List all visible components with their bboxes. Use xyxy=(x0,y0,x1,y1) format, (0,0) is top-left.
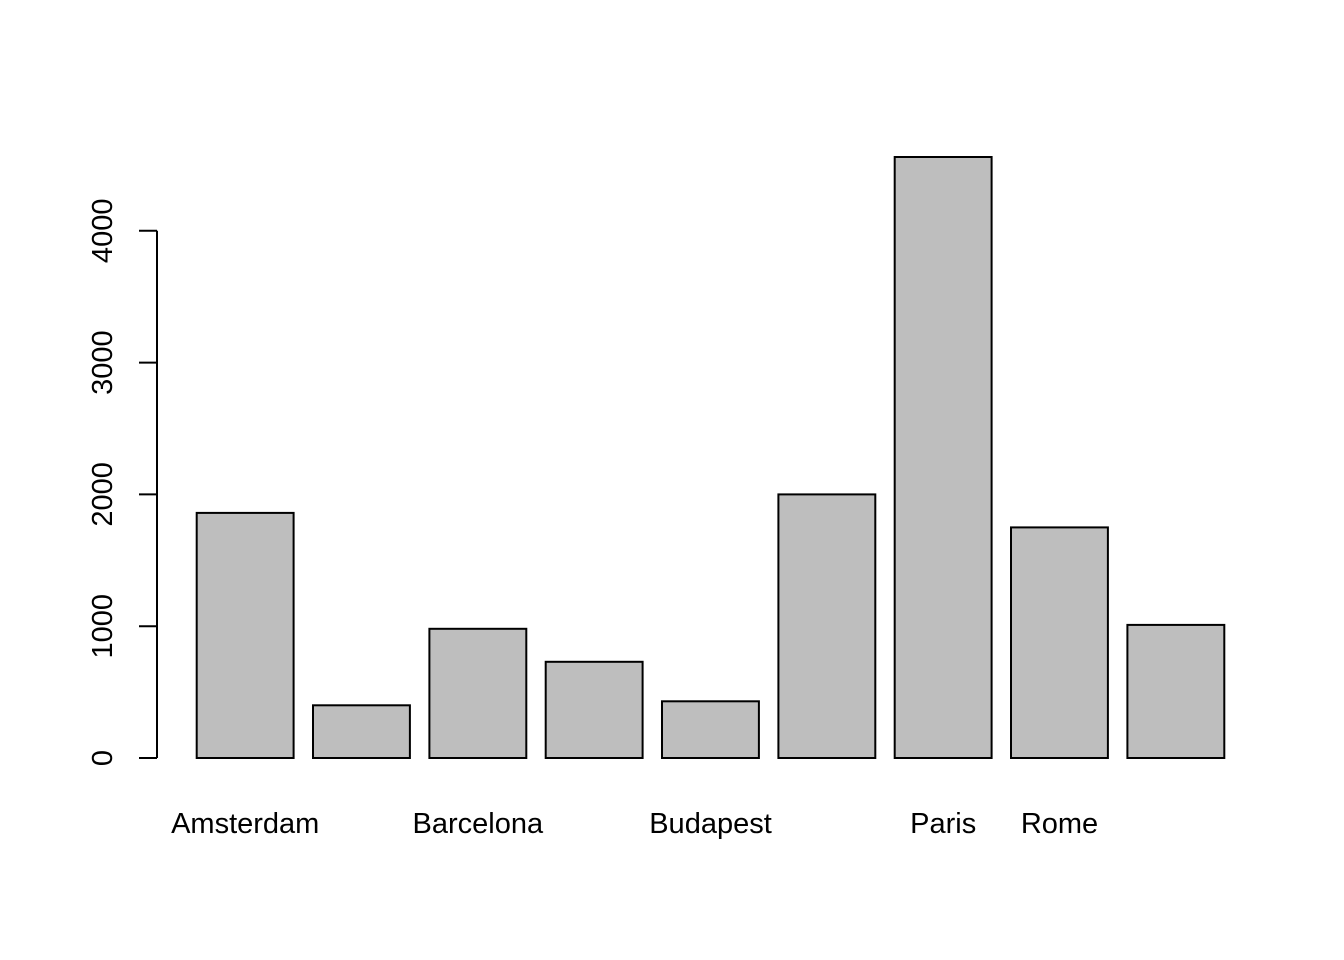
bar-1 xyxy=(312,704,411,759)
bar-3 xyxy=(544,660,644,759)
x-tick-label: Budapest xyxy=(649,808,772,840)
y-tick-label: 4000 xyxy=(87,199,119,264)
y-tick-label: 1000 xyxy=(87,594,119,659)
bar-0 xyxy=(195,511,295,760)
x-axis-labels: Amsterdam Barcelona Budapest Paris Rome xyxy=(171,808,1098,840)
y-axis: 0 1000 2000 3000 4000 xyxy=(87,199,158,766)
bars-group xyxy=(195,156,1226,760)
bar-7 xyxy=(1010,526,1109,760)
bar-2 xyxy=(428,627,528,759)
bar-8 xyxy=(1126,623,1226,760)
y-tick-label: 2000 xyxy=(87,462,119,527)
bar-6 xyxy=(893,156,993,759)
x-tick-label: Rome xyxy=(1021,808,1098,840)
x-tick-label: Paris xyxy=(910,808,976,840)
y-tick-label: 3000 xyxy=(87,330,119,395)
bar-5 xyxy=(777,493,877,759)
y-tick-label: 0 xyxy=(87,750,119,766)
bar-4 xyxy=(661,700,760,759)
x-tick-label: Amsterdam xyxy=(171,808,319,840)
x-tick-label: Barcelona xyxy=(413,808,544,840)
